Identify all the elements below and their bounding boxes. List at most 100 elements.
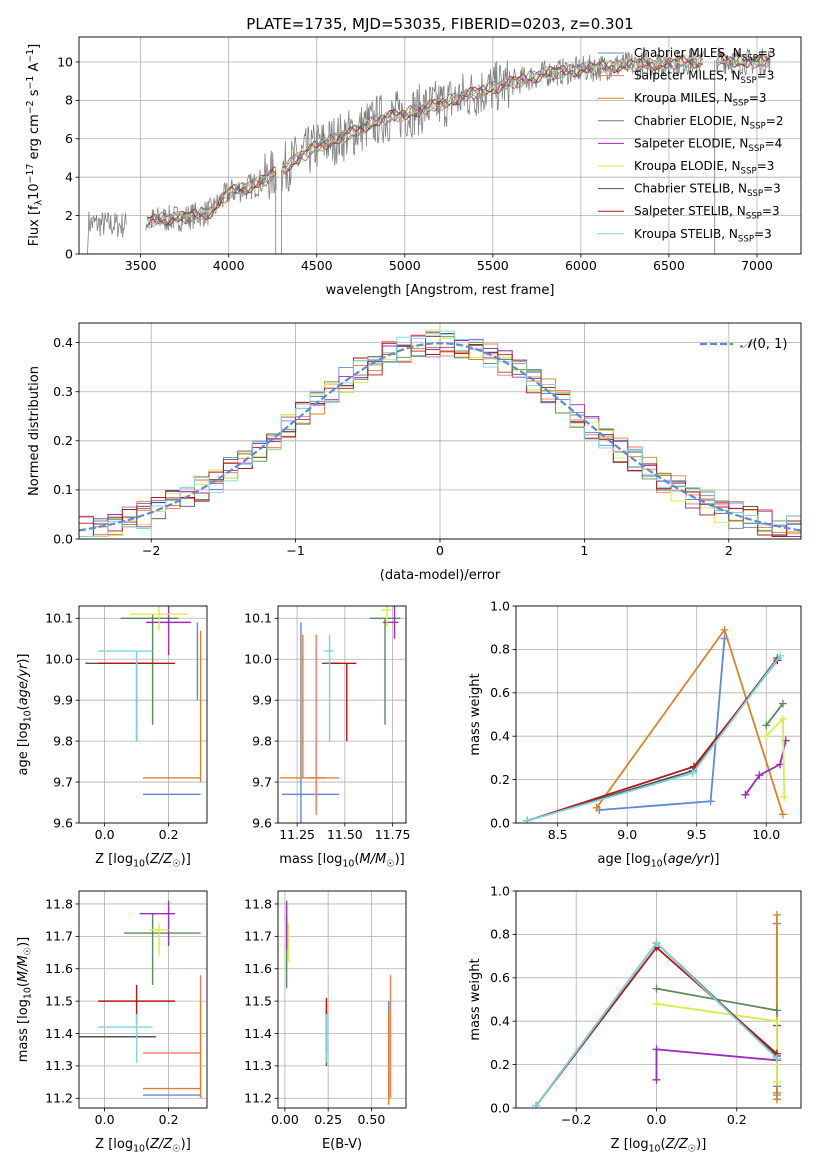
y-tick-label: 9.8 — [252, 733, 272, 748]
weight-marker — [772, 910, 781, 919]
x-tick-label: 0.25 — [314, 1112, 342, 1127]
ticks — [75, 61, 758, 258]
y-tick-label: 2 — [65, 208, 73, 223]
normal-curve — [79, 342, 801, 532]
panel-weight_vs_Z: −0.2 0.0 0.2 0.0 0.2 0.4 0.6 0.8 1.0 Z [log10(Z/Z… — [468, 883, 802, 1155]
y-axis-label: Normed distribution — [27, 366, 42, 496]
error-bar-point — [279, 634, 326, 779]
y-tick-label: 9.6 — [53, 815, 73, 830]
weight-marker — [776, 760, 785, 769]
legend-label: Salpeter STELIB, NSSP=3 — [634, 204, 780, 222]
x-tick-label: 9.5 — [687, 827, 707, 842]
y-tick-label: 0.6 — [490, 970, 510, 985]
weight-marker — [762, 732, 771, 741]
histogram-series — [79, 330, 801, 537]
x-tick-label: −1 — [286, 543, 304, 558]
x-tick-label: 0.2 — [727, 1112, 747, 1127]
x-axis-label: mass [log10(M/M☉)] — [279, 852, 405, 870]
plot-area — [79, 329, 801, 537]
legend-label: Salpeter ELODIE, NSSP=4 — [634, 136, 782, 154]
y-tick-label: 11.8 — [45, 896, 73, 911]
legend-label: Kroupa STELIB, NSSP=3 — [634, 227, 772, 245]
panel-mass_vs_Z: 0.0 0.2 11.2 11.3 11.4 11.5 11.6 11.7 11.8 Z [log… — [16, 890, 208, 1155]
error-bar-point — [130, 606, 188, 631]
weight-marker — [523, 816, 532, 823]
weight-marker — [755, 771, 764, 780]
y-tick-label: 0.4 — [490, 1014, 510, 1029]
weight-marker — [706, 797, 715, 806]
y-tick-label: 11.8 — [244, 896, 272, 911]
weight-marker — [772, 1017, 781, 1026]
x-tick-label: 7000 — [741, 258, 773, 273]
y-tick-label: 9.6 — [252, 815, 272, 830]
panel-mass_vs_ebv: 0.00 0.25 0.50 11.2 11.3 11.4 11.5 11.6 11.7 11.8… — [244, 890, 407, 1152]
gridlines — [278, 891, 406, 1108]
gridlines — [79, 891, 207, 1108]
x-tick-label: 0.0 — [95, 1112, 115, 1127]
plot-area — [285, 900, 392, 1105]
figure-title: PLATE=1735, MJD=53035, FIBERID=0203, z=0… — [246, 15, 633, 33]
weight-marker — [780, 792, 789, 801]
y-tick-label: 0.8 — [490, 927, 510, 942]
legend-label: 𝒩(0, 1) — [740, 337, 787, 352]
y-tick-label: 0.0 — [490, 1100, 510, 1115]
y-tick-label: 9.9 — [53, 692, 73, 707]
y-tick-label: 10.1 — [244, 611, 272, 626]
x-axis-label: Z [log10(Z/Z☉)] — [611, 1137, 707, 1155]
x-tick-label: 0.0 — [647, 1112, 667, 1127]
y-axis-label: mass [log10(M/M☉)] — [16, 937, 34, 1063]
x-axis-label: E(B-V) — [322, 1137, 362, 1152]
error-bar-point — [98, 1014, 153, 1063]
error-bar-point — [323, 634, 334, 742]
axes-frame — [277, 890, 407, 1109]
y-tick-label: 11.7 — [45, 929, 73, 944]
error-bar-point — [306, 634, 340, 815]
y-tick-label: 0.2 — [53, 433, 73, 448]
y-tick-label: 11.4 — [244, 1026, 272, 1041]
weight-marker — [778, 699, 787, 708]
y-tick-label: 0.1 — [53, 482, 73, 497]
y-tick-label: 0.2 — [490, 772, 510, 787]
y-tick-label: 11.4 — [45, 1026, 73, 1041]
weight-marker — [772, 1054, 781, 1063]
weight-marker — [778, 714, 787, 723]
gridlines — [516, 605, 801, 824]
x-tick-label: 0.2 — [159, 1112, 179, 1127]
y-tick-label: 0 — [65, 246, 73, 261]
plot-area — [85, 606, 202, 796]
x-tick-label: 0.2 — [159, 827, 179, 842]
x-tick-label: 5000 — [389, 258, 421, 273]
y-tick-label: 9.7 — [252, 774, 272, 789]
weight-marker — [652, 984, 661, 993]
ticks — [512, 890, 738, 1112]
y-tick-label: 11.2 — [45, 1091, 73, 1106]
weight-marker — [778, 810, 787, 819]
y-tick-label: 1.0 — [490, 598, 510, 613]
gridlines — [278, 606, 406, 824]
weight-marker — [741, 790, 750, 799]
histogram-series — [79, 342, 801, 537]
y-axis-label: mass weight — [468, 673, 483, 755]
error-bar-point — [369, 617, 401, 725]
x-tick-label: 1 — [580, 543, 588, 558]
plot-area — [279, 606, 401, 823]
y-tick-label: 0.0 — [53, 531, 73, 546]
x-tick-label: 8.5 — [548, 827, 568, 842]
x-tick-label: 2 — [725, 543, 733, 558]
model-line — [146, 53, 771, 225]
y-tick-label: 10.0 — [244, 652, 272, 667]
x-axis-label: age [log10(age/yr)] — [597, 852, 719, 870]
y-tick-label: 11.3 — [45, 1058, 73, 1073]
x-axis-label: wavelength [Angstrom, rest frame] — [326, 283, 555, 298]
y-tick-label: 11.6 — [244, 961, 272, 976]
weight-series — [655, 1025, 778, 1080]
x-tick-label: 11.50 — [327, 827, 363, 842]
x-tick-label: 5500 — [477, 258, 509, 273]
plot-area — [523, 625, 790, 823]
y-tick-label: 4 — [65, 169, 73, 184]
error-bar-point — [98, 650, 153, 742]
weight-marker — [652, 999, 661, 1008]
axes-frame — [515, 890, 802, 1109]
weight-series — [599, 638, 726, 811]
